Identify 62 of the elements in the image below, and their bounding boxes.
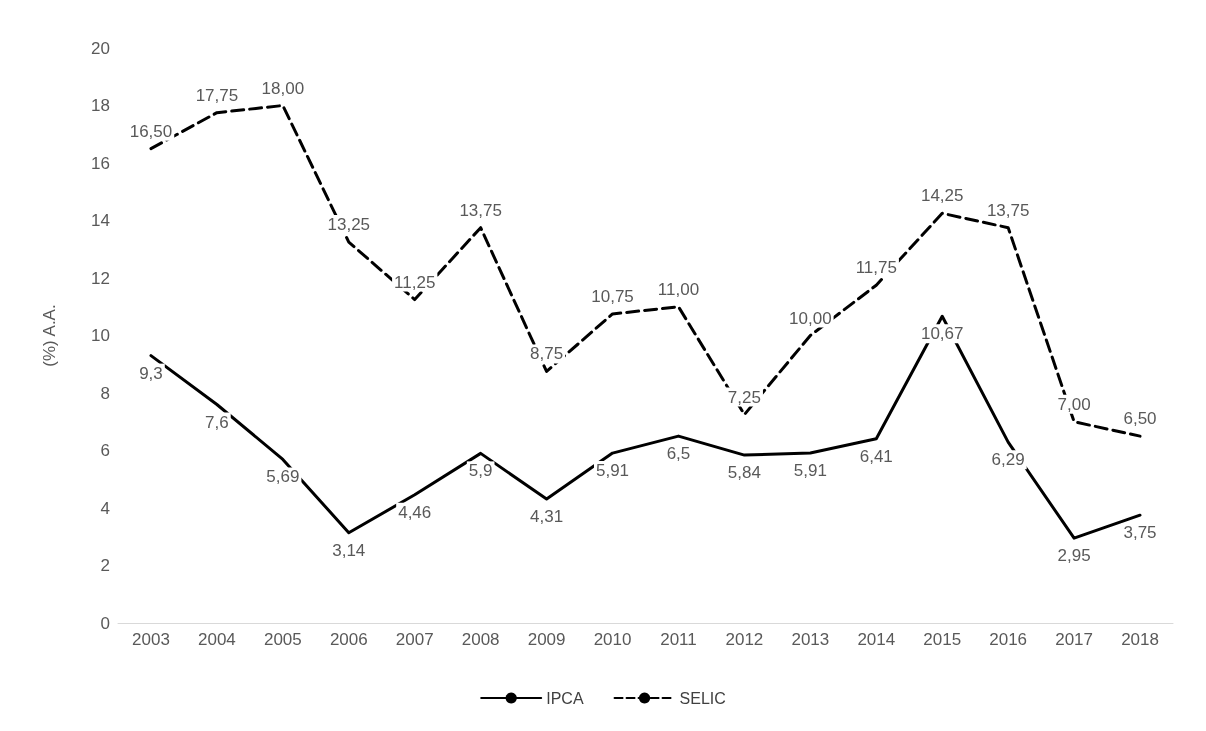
x-tick-label: 2011	[660, 630, 697, 649]
data-label: 13,75	[459, 200, 502, 220]
data-label: 5,84	[727, 463, 761, 483]
x-tick-label: 2004	[197, 630, 236, 649]
data-label: 10,00	[789, 308, 832, 328]
data-label: 14,25	[920, 186, 964, 206]
x-tick-label: 2008	[461, 630, 500, 649]
data-label: 16,50	[129, 121, 173, 141]
x-tick-label: 2012	[725, 630, 764, 649]
data-label: 10,75	[591, 286, 634, 306]
data-label: 13,25	[327, 215, 371, 235]
data-label: 11,00	[657, 279, 700, 299]
data-label: 3,75	[1123, 523, 1157, 543]
data-label: 7,25	[727, 387, 761, 407]
data-label: 5,69	[266, 467, 300, 487]
y-tick-label: 12	[91, 268, 110, 288]
y-tick-label: 14	[91, 211, 110, 230]
data-label: 5,91	[595, 461, 630, 481]
x-tick-label: 2014	[857, 630, 896, 649]
y-tick-label: 4	[100, 498, 110, 518]
data-label: 6,29	[991, 450, 1025, 470]
y-tick-label: 20	[91, 38, 110, 58]
legend-label: SELIC	[679, 689, 726, 707]
data-label: 8,75	[530, 344, 564, 364]
y-tick-label: 6	[100, 441, 110, 460]
data-label: 6,5	[666, 444, 691, 464]
data-label: 18,00	[261, 78, 305, 98]
y-tick-label: 16	[91, 153, 110, 173]
data-label: 4,31	[530, 507, 564, 527]
y-tick-label: 10	[91, 326, 110, 345]
data-label: 11,75	[855, 258, 897, 278]
y-tick-label: 8	[100, 383, 110, 403]
x-tick-label: 2006	[329, 630, 368, 649]
x-tick-label: 2017	[1055, 630, 1094, 649]
x-tick-label: 2013	[791, 630, 830, 649]
data-label: 9,3	[139, 363, 163, 383]
data-label: 7,6	[205, 412, 229, 432]
x-tick-label: 2007	[395, 630, 434, 649]
y-tick-label: 0	[100, 613, 110, 633]
y-tick-label: 18	[91, 96, 110, 115]
data-label: 6,50	[1123, 409, 1157, 429]
x-tick-label: 2009	[527, 630, 566, 649]
x-tick-label: 2005	[263, 630, 302, 649]
x-tick-label: 2016	[989, 630, 1028, 649]
data-label: 6,41	[859, 446, 893, 466]
data-label: 13,75	[986, 200, 1030, 220]
x-tick-label: 2010	[593, 630, 632, 649]
data-label: 5,91	[793, 461, 827, 481]
data-label: 17,75	[195, 85, 239, 105]
data-label: 2,95	[1057, 546, 1091, 566]
y-tick-label: 2	[100, 556, 110, 575]
data-label: 7,00	[1057, 394, 1091, 414]
x-tick-label: 2015	[923, 630, 962, 649]
y-axis-title: (%) A.A.	[40, 304, 59, 367]
x-tick-label: 2003	[132, 630, 170, 649]
data-label: 10,67	[920, 324, 964, 344]
data-label: 4,46	[398, 502, 432, 522]
data-label: 11,25	[394, 272, 436, 292]
legend-label: IPCA	[546, 689, 584, 707]
x-tick-label: 2018	[1121, 630, 1159, 649]
data-label: 5,9	[468, 461, 493, 481]
data-label: 3,14	[332, 540, 366, 560]
